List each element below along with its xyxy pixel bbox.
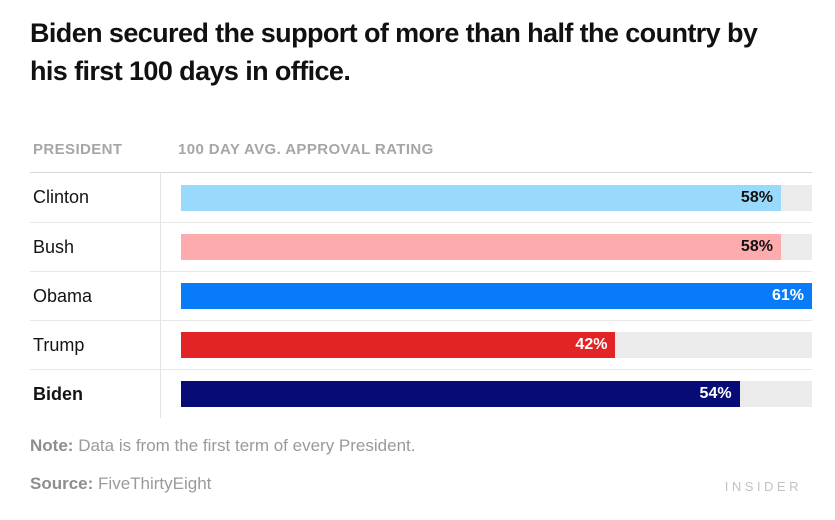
source-text: FiveThirtyEight <box>98 474 212 493</box>
bar-track: 42% <box>181 332 812 358</box>
table-row-bush: Bush 58% <box>30 222 812 271</box>
approval-table: PRESIDENT 100 DAY AVG. APPROVAL RATING C… <box>30 133 812 418</box>
bar-cell: 42% <box>161 321 812 369</box>
note-label: Note: <box>30 436 74 455</box>
president-label: Bush <box>30 223 161 271</box>
column-header-president: PRESIDENT <box>33 141 123 158</box>
page-title: Biden secured the support of more than h… <box>30 18 758 86</box>
bar-value-label: 61% <box>771 287 804 304</box>
source-label: Source: <box>30 474 94 493</box>
approval-bar: 58% <box>181 184 781 211</box>
bar-value-label: 58% <box>740 238 773 255</box>
bar-cell: 54% <box>161 370 812 418</box>
table-row-obama: Obama 61% <box>30 271 812 320</box>
note: Note: Data is from the first term of eve… <box>30 436 415 456</box>
bar-cell: 58% <box>161 173 812 222</box>
approval-bar: 42% <box>181 332 616 358</box>
bar-track: 54% <box>181 381 812 407</box>
table-header: PRESIDENT 100 DAY AVG. APPROVAL RATING <box>30 133 812 172</box>
president-label: Clinton <box>30 173 161 222</box>
president-label: Trump <box>30 321 161 369</box>
table-row-trump: Trump 42% <box>30 320 812 369</box>
president-label: Obama <box>30 272 161 320</box>
approval-bar: 58% <box>181 234 781 260</box>
bar-value-label: 58% <box>740 188 773 206</box>
bar-value-label: 54% <box>699 385 732 402</box>
president-label: Biden <box>30 370 161 418</box>
bar-track: 58% <box>181 184 812 211</box>
bar-track: 58% <box>181 234 812 260</box>
insider-logo: INSIDER <box>724 479 802 494</box>
column-header-rating: 100 DAY AVG. APPROVAL RATING <box>178 141 434 158</box>
bar-cell: 61% <box>161 272 812 320</box>
table-row-biden: Biden 54% <box>30 369 812 418</box>
bar-track: 61% <box>181 283 812 309</box>
bar-value-label: 42% <box>575 336 608 353</box>
source: Source: FiveThirtyEight <box>30 474 211 494</box>
note-text: Data is from the first term of every Pre… <box>78 436 416 455</box>
table-body: Clinton 58% Bush 58% <box>30 172 812 418</box>
table-row-clinton: Clinton 58% <box>30 173 812 222</box>
approval-bar: 61% <box>181 283 812 309</box>
bar-cell: 58% <box>161 223 812 271</box>
approval-bar: 54% <box>181 381 740 407</box>
